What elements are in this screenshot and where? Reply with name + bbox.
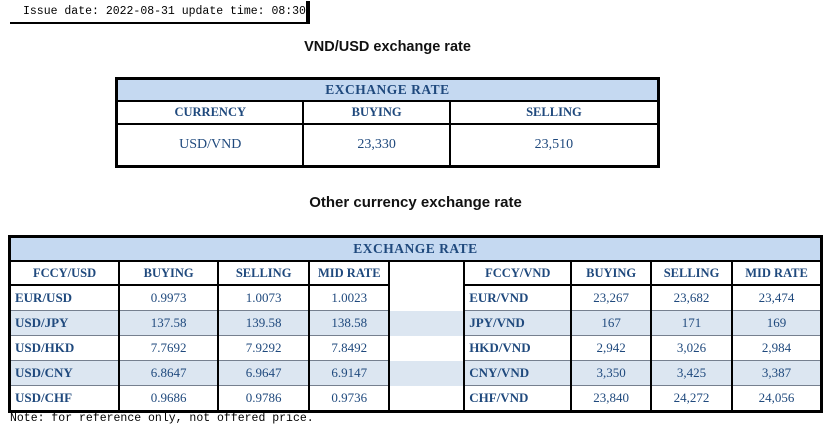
other-table-row: USD/HKD 7.7692 7.9292 7.8492 HKD/VND 2,942 3,0… — [9, 335, 822, 361]
spacer-cell — [388, 360, 465, 386]
selling-rate-cell: 1.0073 — [217, 284, 310, 311]
other-table-row: USD/CNY 6.8647 6.9647 6.9147 CNY/VND 3,350 3,4… — [9, 360, 822, 386]
buying-rate-cell: 137.58 — [118, 310, 219, 336]
other-header-row: FCCY/USD BUYING SELLING MID RATE FCCY/VN… — [9, 261, 822, 286]
selling-rate-cell: 7.9292 — [217, 335, 310, 361]
column-header-vnd-midrate: MID RATE — [731, 261, 822, 286]
buying-rate-cell: 23,267 — [570, 284, 651, 311]
buying-rate-cell: 23,840 — [570, 385, 651, 412]
spacer-cell — [388, 335, 465, 361]
other-currency-rate-table: EXCHANGE RATE FCCY/USD BUYING SELLING MI… — [8, 235, 823, 413]
vnd-usd-table-row: USD/VND 23,330 23,510 — [117, 124, 659, 167]
currency-pair-cell: USD/CNY — [9, 360, 120, 386]
issue-date-text: Issue date: 2022-08-31 update time: 08:3… — [23, 5, 306, 18]
buying-rate-cell: 6.8647 — [118, 360, 219, 386]
spacer-cell — [388, 285, 465, 311]
column-header-vnd-selling: SELLING — [649, 261, 733, 286]
column-header-buying: BUYING — [302, 101, 450, 125]
selling-rate-cell: 6.9647 — [217, 360, 310, 386]
selling-rate-cell: 3,026 — [649, 335, 733, 361]
currency-pair-cell: USD/CHF — [9, 385, 120, 412]
issue-date-box: Issue date: 2022-08-31 update time: 08:3… — [10, 1, 310, 24]
column-header-currency: CURRENCY — [116, 101, 304, 125]
vnd-usd-table-body: USD/VND 23,330 23,510 — [117, 124, 659, 167]
column-header-usd-selling: SELLING — [217, 261, 310, 286]
selling-rate-cell: 0.9786 — [217, 385, 310, 412]
buying-rate-cell: 2,942 — [570, 335, 651, 361]
buying-rate-cell: 7.7692 — [118, 335, 219, 361]
mid-rate-cell: 3,387 — [731, 360, 822, 386]
selling-rate-cell: 24,272 — [649, 385, 733, 412]
other-table-row: EUR/USD 0.9973 1.0073 1.0023 EUR/VND 23,267 23… — [9, 284, 822, 311]
other-table-body: EUR/USD 0.9973 1.0073 1.0023 EUR/VND 23,267 23… — [9, 284, 822, 412]
other-section-title: Other currency exchange rate — [309, 194, 522, 211]
vnd-usd-band-row: EXCHANGE RATE — [116, 78, 659, 102]
buying-rate-cell: 167 — [570, 310, 651, 336]
vnd-usd-table-title: EXCHANGE RATE — [116, 78, 659, 102]
selling-rate-cell: 3,425 — [649, 360, 733, 386]
buying-rate-cell: 0.9686 — [118, 385, 219, 412]
currency-pair-cell: USD/JPY — [9, 310, 120, 336]
vnd-usd-rate-table: EXCHANGE RATE CURRENCY BUYING SELLING US… — [115, 77, 660, 168]
vnd-usd-header-row: CURRENCY BUYING SELLING — [116, 101, 659, 125]
buying-rate-cell: 3,350 — [570, 360, 651, 386]
column-header-selling: SELLING — [448, 101, 659, 125]
selling-rate-cell: 23,510 — [448, 124, 659, 167]
mid-rate-cell: 7.8492 — [308, 335, 390, 361]
spacer-cell — [388, 385, 465, 412]
currency-pair-cell: CHF/VND — [463, 385, 572, 412]
mid-rate-cell: 1.0023 — [308, 284, 390, 311]
currency-pair-cell: USD/VND — [179, 137, 242, 152]
currency-pair-cell: HKD/VND — [463, 335, 572, 361]
mid-rate-cell: 0.9736 — [308, 385, 390, 412]
currency-pair-cell: USD/HKD — [9, 335, 120, 361]
currency-pair-cell: EUR/VND — [463, 284, 572, 311]
mid-rate-cell: 6.9147 — [308, 360, 390, 386]
buying-rate-cell: 0.9973 — [118, 284, 219, 311]
selling-rate-cell: 139.58 — [217, 310, 310, 336]
currency-pair-cell: JPY/VND — [463, 310, 572, 336]
mid-rate-cell: 138.58 — [308, 310, 390, 336]
note-text: Note: for reference only, not offered pr… — [10, 412, 314, 425]
selling-rate-cell: 171 — [649, 310, 733, 336]
spacer-header-cell — [388, 261, 465, 285]
other-table-title: EXCHANGE RATE — [9, 236, 822, 262]
other-band-row: EXCHANGE RATE — [9, 236, 822, 262]
selling-rate-cell: 23,682 — [649, 284, 733, 311]
mid-rate-cell: 23,474 — [731, 284, 822, 311]
spacer-cell — [388, 310, 465, 336]
mid-rate-cell: 169 — [731, 310, 822, 336]
other-table-row: USD/CHF 0.9686 0.9786 0.9736 CHF/VND 23,840 24… — [9, 385, 822, 412]
column-header-fccy-usd: FCCY/USD — [9, 261, 120, 286]
vnd-usd-section-title: VND/USD exchange rate — [304, 39, 471, 55]
currency-pair-cell: CNY/VND — [463, 360, 572, 386]
currency-pair-cell: EUR/USD — [9, 284, 120, 311]
buying-rate-cell: 23,330 — [302, 124, 450, 167]
mid-rate-cell: 2,984 — [731, 335, 822, 361]
other-table-row: USD/JPY 137.58 139.58 138.58 JPY/VND 167 171 16… — [9, 310, 822, 336]
column-header-usd-midrate: MID RATE — [308, 261, 390, 286]
mid-rate-cell: 24,056 — [731, 385, 822, 412]
column-header-fccy-vnd: FCCY/VND — [463, 261, 572, 286]
column-header-vnd-buying: BUYING — [570, 261, 651, 286]
column-header-usd-buying: BUYING — [118, 261, 219, 286]
